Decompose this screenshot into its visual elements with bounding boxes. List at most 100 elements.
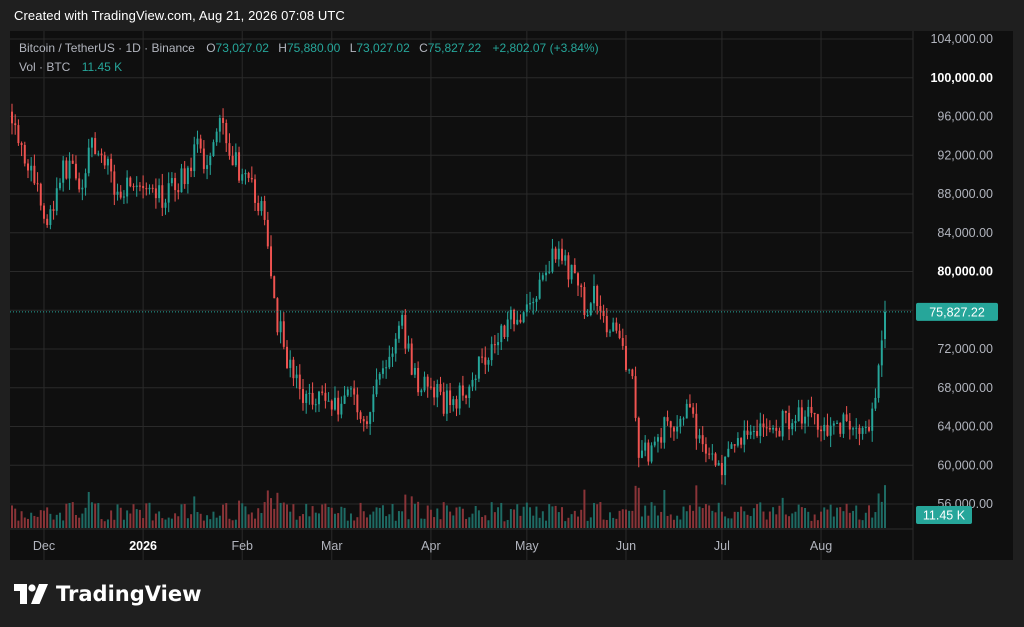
candle-up [90, 138, 93, 148]
volume-bar [666, 515, 669, 528]
candle-up [711, 453, 714, 455]
candle-up [679, 418, 682, 427]
volume-bar [122, 519, 125, 528]
price-axis[interactable]: 104,000.00 100,000.00 96,000.00 92,000.00 88… [916, 32, 998, 524]
volume-bar [497, 507, 500, 528]
candle-up [564, 255, 567, 261]
candle-up [158, 185, 161, 199]
last-price-tag [916, 302, 998, 321]
volume-bar [804, 508, 807, 528]
volume-bar [519, 515, 522, 528]
volume-bar [273, 508, 276, 528]
candle-up [609, 331, 611, 333]
volume-bar [599, 502, 602, 528]
candle-up [516, 319, 519, 325]
candle-up [407, 343, 410, 349]
candle-down [190, 167, 193, 172]
candle-down [519, 319, 522, 323]
volume-bar [276, 492, 279, 528]
volume-bar [14, 508, 17, 528]
volume-bar [110, 510, 113, 528]
volume-bar [864, 512, 867, 528]
candle-down [660, 437, 663, 443]
candle-up [548, 271, 551, 273]
candle-down [784, 411, 787, 413]
candle-up [874, 397, 877, 409]
volume-bar [250, 512, 253, 528]
candle-up [861, 427, 864, 434]
volume-bar [557, 512, 560, 528]
candle-down [177, 190, 180, 193]
candle-up [167, 183, 170, 203]
candle-up [391, 353, 394, 357]
volume-bar [730, 518, 733, 528]
candle-down [94, 138, 97, 155]
candle-down [481, 356, 484, 358]
candle-down [174, 178, 177, 191]
volume-bar [397, 511, 400, 528]
volume-bar [772, 507, 775, 528]
volume-bar [103, 521, 106, 528]
candle-down [647, 442, 650, 462]
candle-up [474, 378, 477, 380]
candlestick-chart[interactable]: 104,000.00 100,000.00 96,000.00 92,000.00 88… [10, 31, 1013, 560]
candle-down [708, 453, 711, 455]
candle-down [14, 123, 17, 126]
volume-bar [202, 520, 205, 528]
candle-down [33, 165, 36, 184]
volume-bar [68, 502, 71, 528]
candle-down [161, 185, 164, 208]
candle-up [676, 426, 679, 432]
candle-down [624, 345, 627, 370]
time-tick-label: Jun [616, 539, 636, 553]
time-axis[interactable]: Dec 2026 Feb Mar Apr May Jun Jul Aug [33, 539, 832, 553]
candle-down [276, 298, 279, 333]
candle-up [318, 391, 320, 405]
volume-bar [119, 507, 122, 528]
volume-bar [321, 504, 324, 528]
volume-bar [62, 520, 65, 528]
candle-down [765, 427, 768, 429]
candle-up [650, 445, 653, 462]
volume-bar [132, 504, 135, 528]
tradingview-logo[interactable]: TradingView [14, 580, 201, 608]
volume-bar [637, 487, 640, 528]
volume-bar [298, 516, 301, 528]
volume-bar [305, 503, 308, 528]
candle-up [871, 408, 874, 431]
candle-down [816, 414, 819, 430]
candle-down [714, 453, 717, 466]
candle-up [727, 448, 730, 457]
candle-down [580, 285, 583, 287]
volume-bar [231, 520, 234, 528]
volume-bar [740, 506, 743, 528]
volume-bar [836, 507, 839, 528]
candle-up [30, 165, 33, 171]
volume-bar [385, 516, 388, 528]
volume-bar [241, 503, 244, 528]
candle-down [820, 429, 823, 432]
time-tick-label: Aug [810, 539, 832, 553]
candle-up [823, 424, 826, 432]
candle-down [503, 325, 506, 338]
volume-bar [877, 493, 880, 528]
candle-down [701, 435, 704, 445]
volume-bar [254, 518, 257, 528]
volume-bar [797, 504, 800, 528]
volume-bar [682, 506, 685, 528]
volume-bar [302, 514, 304, 528]
volume-bar [286, 504, 288, 528]
chart-panel[interactable]: 104,000.00 100,000.00 96,000.00 92,000.00 88… [10, 31, 1013, 560]
volume-bar [71, 502, 74, 528]
candle-down [637, 417, 640, 458]
candle-up [122, 196, 125, 198]
candle-down [599, 305, 602, 311]
candle-up [343, 395, 346, 404]
volume-bar [554, 505, 557, 528]
candle-down [461, 385, 464, 396]
candle-up [682, 418, 685, 420]
volume-bar [624, 509, 627, 528]
volume-bar [378, 507, 381, 528]
volume-bar [234, 519, 237, 528]
volume-bar [493, 512, 496, 528]
